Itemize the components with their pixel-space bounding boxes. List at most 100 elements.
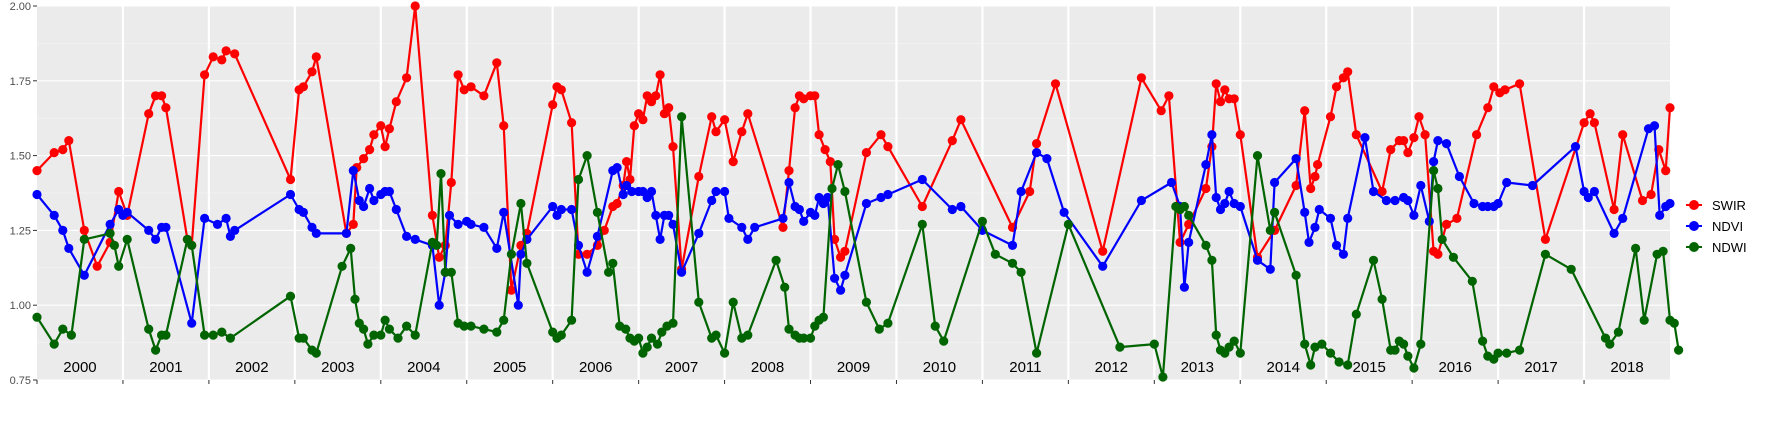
ndvi-point <box>1360 133 1370 143</box>
ndwi-point <box>1229 336 1239 346</box>
swir-point <box>1291 180 1301 191</box>
year-label: 2015 <box>1352 359 1385 376</box>
swir-point <box>1637 195 1648 206</box>
ndwi-point <box>1399 339 1409 349</box>
year-label: 2008 <box>751 359 784 376</box>
swir-point <box>380 142 390 152</box>
ndvi-point <box>187 318 197 328</box>
ndwi-point <box>363 339 373 349</box>
ndvi-point <box>618 189 628 200</box>
ndwi-point <box>217 327 227 337</box>
ndvi-point <box>651 210 661 220</box>
ndvi-point <box>799 216 809 226</box>
swir-point <box>1618 130 1628 140</box>
ndwi-point <box>1674 345 1684 355</box>
ndwi-point <box>567 315 577 325</box>
ndwi-point <box>208 330 218 340</box>
ndvi-point <box>230 225 240 235</box>
swir-point <box>825 157 835 167</box>
ndwi-point <box>200 330 210 340</box>
swir-point <box>956 115 966 125</box>
ndvi-point <box>58 225 68 235</box>
ndvi-point <box>49 210 59 220</box>
ndvi-point <box>655 234 665 244</box>
ndwi-point <box>393 333 403 343</box>
ndwi-point <box>1291 270 1301 280</box>
ndwi-point <box>1493 348 1503 358</box>
ndwi-point <box>1467 276 1477 286</box>
ndvi-point <box>1325 213 1336 223</box>
ndwi-point <box>621 324 631 334</box>
swir-point <box>32 166 42 176</box>
ndwi-point <box>642 342 652 352</box>
y-tick-label: 2.00 <box>10 1 31 13</box>
y-tick-label: 1.75 <box>10 76 31 88</box>
swir-point <box>548 100 558 110</box>
ndvi-point <box>1589 186 1599 197</box>
ndwi-point <box>1334 357 1344 367</box>
ndwi-point <box>1377 294 1387 304</box>
swir-point <box>157 91 167 101</box>
swir-point <box>1351 130 1361 140</box>
ndwi-point <box>187 240 197 250</box>
swir-point <box>1609 204 1619 215</box>
ndwi-point <box>1437 234 1447 244</box>
ndwi-point <box>1566 264 1576 274</box>
ndwi-point <box>608 258 618 268</box>
year-label: 2014 <box>1267 359 1300 376</box>
ndwi-point <box>720 348 730 358</box>
ndwi-point <box>784 324 794 334</box>
ndvi-point <box>1416 180 1426 191</box>
ndvi-point <box>105 219 115 229</box>
swir-point <box>1452 213 1462 223</box>
year-label: 2002 <box>235 359 268 376</box>
year-labels: 2000 2001 2002 2003 2004 2005 2006 2007 2008 2009… <box>63 359 1643 376</box>
swir-point <box>1646 189 1656 200</box>
ndwi-point <box>1433 183 1443 194</box>
swir-point <box>622 157 632 167</box>
y-tick-label: 1.25 <box>10 225 31 237</box>
swir-point <box>784 166 794 176</box>
year-label: 2016 <box>1438 359 1471 376</box>
swir-point <box>434 252 444 262</box>
ndvi-point <box>823 192 833 203</box>
ndwi-point <box>874 324 884 334</box>
ndvi-point <box>612 163 622 173</box>
ndwi-point <box>506 249 516 259</box>
ndwi-point <box>1639 315 1649 325</box>
ndvi-point <box>64 243 74 253</box>
ndvi-point <box>1211 192 1221 203</box>
ndvi-point <box>836 285 846 295</box>
ndwi-point <box>285 291 296 301</box>
swir-point <box>92 261 102 271</box>
ndvi-point <box>720 186 730 197</box>
ndwi-point <box>977 216 988 226</box>
ndvi-point <box>1201 160 1211 170</box>
ndwi-point <box>592 207 603 217</box>
ndvi-point <box>861 198 872 209</box>
swir-point <box>655 70 665 80</box>
ndwi-point <box>799 333 809 343</box>
ndvi-point <box>750 222 760 232</box>
ndvi-point <box>1291 154 1301 164</box>
swir-point <box>707 112 717 122</box>
ndwi-point <box>161 330 171 340</box>
year-label: 2005 <box>493 359 526 376</box>
ndwi-point <box>1310 342 1320 352</box>
ndvi-point <box>466 219 476 229</box>
ndvi-point <box>1235 201 1245 212</box>
ndwi-point <box>516 198 526 209</box>
ndwi-point <box>109 240 119 250</box>
swir-point <box>348 219 358 229</box>
ndwi-point <box>384 324 394 334</box>
ndvi-point <box>1609 228 1619 238</box>
ndvi-point <box>830 273 840 283</box>
swir-point <box>365 145 375 155</box>
ndvi-point <box>144 225 154 235</box>
ndwi-point <box>1306 360 1316 370</box>
ndvi-point <box>384 186 394 197</box>
swir-point <box>876 130 886 140</box>
ndvi-point <box>1583 192 1593 203</box>
ndwi-point <box>1409 363 1419 373</box>
ndvi-point <box>1368 186 1379 197</box>
